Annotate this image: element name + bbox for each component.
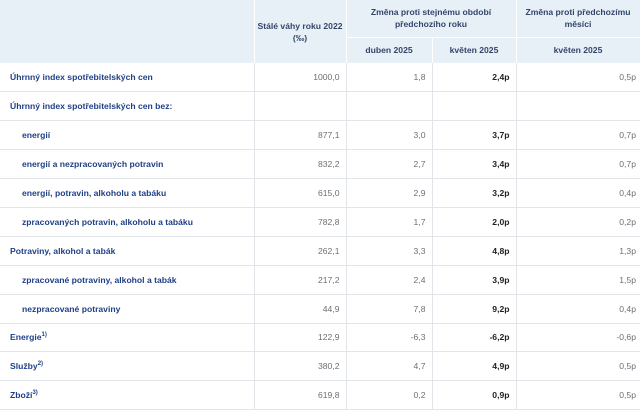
row-label: Úhrnný index spotřebitelských cen <box>0 63 254 93</box>
cell-weight: 619,8 <box>253 380 346 411</box>
cell-mom: 0,5p <box>515 380 640 411</box>
cell-mom: 0,2p <box>515 207 640 237</box>
cell-apr: 2,7 <box>345 149 432 180</box>
table-row: Úhrnný index spotřebitelských cen 1000,0… <box>0 63 640 93</box>
table-row: Úhrnný index spotřebitelských cen bez: <box>0 91 640 122</box>
cell-mom: 1,5p <box>515 265 640 295</box>
cell-mom: 0,7p <box>515 120 640 151</box>
header-stub <box>0 0 255 63</box>
table-row: zpracovaných potravin, alkoholu a tabáku… <box>0 207 640 237</box>
table-row: nezpracované potraviny 44,9 7,8 9,2p 0,4… <box>0 294 640 324</box>
cell-may: 2,4p <box>431 63 516 93</box>
table-row: energií, potravin, alkoholu a tabáku 615… <box>0 178 640 208</box>
row-label: Úhrnný index spotřebitelských cen bez: <box>0 91 254 122</box>
cell-weight: 782,8 <box>253 207 346 237</box>
cell-may: 9,2p <box>431 294 516 324</box>
row-label: nezpracované potraviny <box>0 294 254 324</box>
cell-weight: 122,9 <box>253 323 346 353</box>
header-col-may: květen 2025 <box>432 36 517 63</box>
footnote-ref: 1) <box>41 332 47 339</box>
cell-apr: 3,0 <box>345 120 432 151</box>
cell-mom: 0,5p <box>515 351 640 382</box>
cell-apr: 0,2 <box>345 380 432 411</box>
cell-weight <box>253 91 346 122</box>
table-row: Služby2) 380,2 4,7 4,9p 0,5p <box>0 351 640 382</box>
cell-weight: 44,9 <box>253 294 346 324</box>
cell-apr: 7,8 <box>345 294 432 324</box>
cell-may: 2,0p <box>431 207 516 237</box>
cell-may: 3,4p <box>431 149 516 180</box>
cell-weight: 262,1 <box>253 236 346 266</box>
cell-may: 4,9p <box>431 351 516 382</box>
row-label: Energie1) <box>0 323 254 353</box>
row-label: Zboží3) <box>0 380 254 411</box>
table-body: Úhrnný index spotřebitelských cen 1000,0… <box>0 63 640 411</box>
cell-weight: 1000,0 <box>253 63 346 93</box>
cell-may: 4,8p <box>431 236 516 266</box>
row-label: zpracovaných potravin, alkoholu a tabáku <box>0 207 254 237</box>
table-header: Stálé váhy roku 2022 (‰) Změna proti ste… <box>0 0 640 63</box>
cell-weight: 380,2 <box>253 351 346 382</box>
cell-weight: 832,2 <box>253 149 346 180</box>
cell-apr: 3,3 <box>345 236 432 266</box>
cell-mom: 0,4p <box>515 294 640 324</box>
cell-may: 3,2p <box>431 178 516 208</box>
cell-weight: 217,2 <box>253 265 346 295</box>
header-change-month: Změna proti předchozímu měsíci <box>516 0 640 37</box>
cell-may: 0,9p <box>431 380 516 411</box>
cell-may: -6,2p <box>431 323 516 353</box>
cell-mom: 0,7p <box>515 149 640 180</box>
table-row: energií a nezpracovaných potravin 832,2 … <box>0 149 640 180</box>
cell-may <box>431 91 516 122</box>
cell-weight: 877,1 <box>253 120 346 151</box>
table-row: zpracované potraviny, alkohol a tabák 21… <box>0 265 640 295</box>
cell-mom <box>515 91 640 122</box>
row-label: zpracované potraviny, alkohol a tabák <box>0 265 254 295</box>
cell-apr: 4,7 <box>345 351 432 382</box>
table-row: Energie1) 122,9 -6,3 -6,2p -0,6p <box>0 323 640 353</box>
row-label: energií, potravin, alkoholu a tabáku <box>0 178 254 208</box>
cell-may: 3,9p <box>431 265 516 295</box>
cell-apr: 1,7 <box>345 207 432 237</box>
row-label: Potraviny, alkohol a tabák <box>0 236 254 266</box>
cell-may: 3,7p <box>431 120 516 151</box>
cell-mom: 0,5p <box>515 63 640 93</box>
cell-apr: 1,8 <box>345 63 432 93</box>
table-row: Zboží3) 619,8 0,2 0,9p 0,5p <box>0 380 640 411</box>
footnote-ref: 2) <box>37 361 44 368</box>
footnote-ref: 3) <box>32 390 38 397</box>
table-row: energií 877,1 3,0 3,7p 0,7p <box>0 120 640 151</box>
header-col-may-month: květen 2025 <box>516 36 640 63</box>
cell-weight: 615,0 <box>253 178 346 208</box>
cell-mom: 0,4p <box>515 178 640 208</box>
row-label: Služby2) <box>0 351 254 382</box>
cell-mom: 1,3p <box>515 236 640 266</box>
header-col-apr: duben 2025 <box>346 36 433 63</box>
cell-apr: -6,3 <box>345 323 432 353</box>
cell-apr: 2,4 <box>345 265 432 295</box>
cell-apr <box>345 91 432 122</box>
table-row: Potraviny, alkohol a tabák 262,1 3,3 4,8… <box>0 236 640 266</box>
header-change-year: Změna proti stejnému období předchozího … <box>346 0 517 37</box>
row-label: energií a nezpracovaných potravin <box>0 149 254 180</box>
cell-apr: 2,9 <box>345 178 432 208</box>
cell-mom: -0,6p <box>515 323 640 353</box>
row-label: energií <box>0 120 254 151</box>
header-weights: Stálé váhy roku 2022 (‰) <box>254 0 347 63</box>
